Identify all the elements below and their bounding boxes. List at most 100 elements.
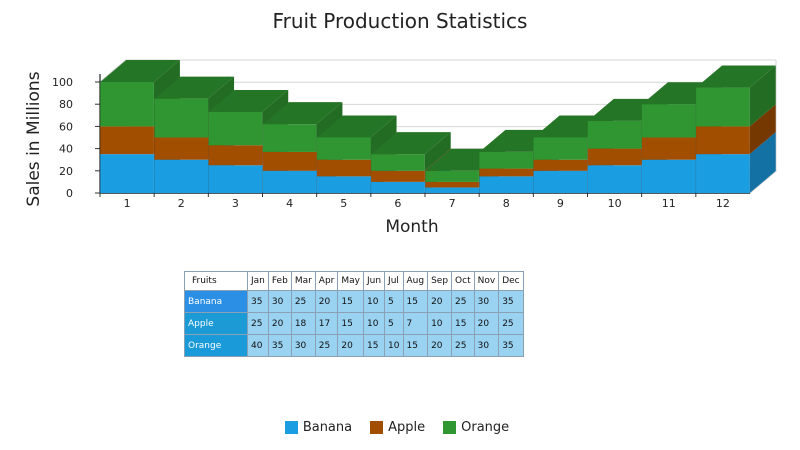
table-cell: 25 — [451, 334, 475, 357]
gridline — [99, 59, 776, 83]
legend: Banana Apple Orange — [0, 420, 800, 435]
legend-swatch — [284, 421, 298, 434]
x-tick-label: 3 — [232, 197, 239, 210]
x-tick-label: 4 — [286, 197, 293, 210]
bar-banana-8 — [479, 176, 534, 193]
table-cell: 10 — [384, 334, 404, 357]
table-cell: 20 — [473, 312, 500, 335]
bar-banana-7 — [425, 187, 479, 193]
table-cell: 35 — [267, 334, 292, 357]
bar-banana-3 — [208, 165, 263, 193]
bar-apple-3 — [208, 145, 263, 166]
bar-apple-1 — [100, 126, 154, 155]
x-tick-label: 2 — [178, 197, 185, 210]
table-cell: 10 — [362, 290, 386, 313]
bar-layer — [100, 60, 776, 193]
table-cell: 30 — [267, 290, 292, 313]
bar-banana-6 — [371, 181, 425, 193]
bar-orange-2 — [154, 98, 209, 138]
bar-top-6 — [371, 132, 451, 155]
bar-side-apple-12 — [749, 104, 776, 155]
table-cell: 10 — [362, 312, 386, 335]
bar-orange-5 — [316, 137, 371, 160]
bar-top-1 — [100, 60, 180, 82]
table-cell: 30 — [290, 334, 316, 357]
bar-banana-5 — [316, 176, 371, 193]
table-cell: 15 — [451, 312, 475, 335]
table-row: Banana 35 30 25 20 15 10 5 15 20 25 30 35 — [184, 290, 524, 313]
bar-apple-11 — [641, 137, 696, 160]
data-table: Fruits Jan Feb Mar Apr May Jun Jul Aug Sep Oct Nov… — [184, 271, 524, 357]
table-header-month: Jul — [384, 271, 404, 291]
table-corner-label: Fruits — [184, 271, 248, 291]
table-cell: 35 — [498, 334, 524, 357]
table-body: Banana 35 30 25 20 15 10 5 15 20 25 30 35 Apple 25 20 18… — [184, 290, 524, 357]
legend-item-orange: Orange — [443, 420, 509, 435]
bar-banana-9 — [533, 170, 588, 193]
bar-apple-7 — [425, 181, 479, 188]
y-axis-title: Sales in Millions — [24, 71, 44, 206]
table-cell: 25 — [451, 290, 475, 313]
bar-side-orange-5 — [370, 115, 397, 160]
bar-orange-7 — [425, 170, 479, 182]
axis-layer — [95, 74, 750, 197]
bar-top-5 — [316, 115, 397, 138]
table-row-label: Apple — [184, 312, 248, 335]
bar-orange-10 — [587, 120, 642, 149]
bar-apple-12 — [696, 126, 750, 155]
bar-apple-6 — [371, 170, 425, 182]
bar-orange-8 — [479, 151, 534, 169]
bar-banana-12 — [696, 154, 750, 193]
table-cell: 15 — [337, 290, 364, 313]
table-header-month: Jan — [247, 271, 269, 291]
table-row: Apple 25 20 18 17 15 10 5 7 10 15 20 25 — [184, 312, 524, 335]
table-row-label: Banana — [184, 290, 248, 313]
bar-orange-1 — [100, 82, 154, 127]
x-tick-label: 9 — [557, 197, 564, 210]
x-tick-label: 5 — [340, 197, 347, 210]
legend-label: Banana — [302, 420, 353, 435]
bar-orange-9 — [533, 137, 588, 160]
x-axis-title: Month — [385, 217, 438, 237]
x-tick-label: 8 — [503, 197, 510, 210]
x-tick-label: 1 — [124, 197, 131, 210]
table-cell: 17 — [314, 312, 339, 335]
bar-side-orange-6 — [424, 132, 451, 171]
table-cell: 15 — [362, 334, 386, 357]
legend-label: Orange — [461, 420, 510, 435]
table-cell: 30 — [473, 334, 500, 357]
table-header-month: Nov — [473, 271, 500, 291]
y-tick-label: 40 — [59, 143, 73, 156]
table-header-month: Jun — [362, 271, 386, 291]
y-tick-label: 60 — [59, 120, 73, 133]
table-cell: 7 — [402, 312, 429, 335]
table-cell: 20 — [427, 290, 453, 313]
bar-top-12 — [696, 65, 776, 88]
bar-apple-5 — [316, 159, 371, 177]
bar-banana-11 — [641, 159, 696, 193]
bar-orange-6 — [371, 154, 425, 171]
table-header-row: Fruits Jan Feb Mar Apr May Jun Jul Aug Sep Oct Nov… — [184, 271, 524, 291]
bar-banana-2 — [154, 159, 209, 193]
legend-label: Apple — [388, 420, 426, 435]
x-tick-label: 7 — [449, 197, 456, 210]
table-cell: 25 — [314, 334, 339, 357]
legend-swatch — [443, 421, 457, 434]
table-cell: 30 — [473, 290, 500, 313]
y-tick-label: 0 — [66, 187, 73, 200]
table-row: Orange 40 35 30 25 20 15 10 15 20 25 30 35 — [184, 334, 524, 357]
table-cell: 18 — [290, 312, 316, 335]
table-cell: 40 — [247, 334, 269, 357]
table-cell: 15 — [402, 334, 429, 357]
table-header-month: May — [337, 271, 364, 291]
x-tick-label: 12 — [716, 197, 730, 210]
bar-top-4 — [262, 102, 343, 125]
table-header-month: Dec — [498, 271, 524, 291]
table-cell: 20 — [314, 290, 339, 313]
bar-banana-4 — [262, 170, 317, 193]
bar-side-banana-12 — [749, 132, 776, 193]
table-cell: 15 — [402, 290, 429, 313]
table-header-month: Aug — [402, 271, 429, 291]
bar-top-2 — [154, 76, 235, 99]
bar-top-3 — [208, 89, 289, 112]
